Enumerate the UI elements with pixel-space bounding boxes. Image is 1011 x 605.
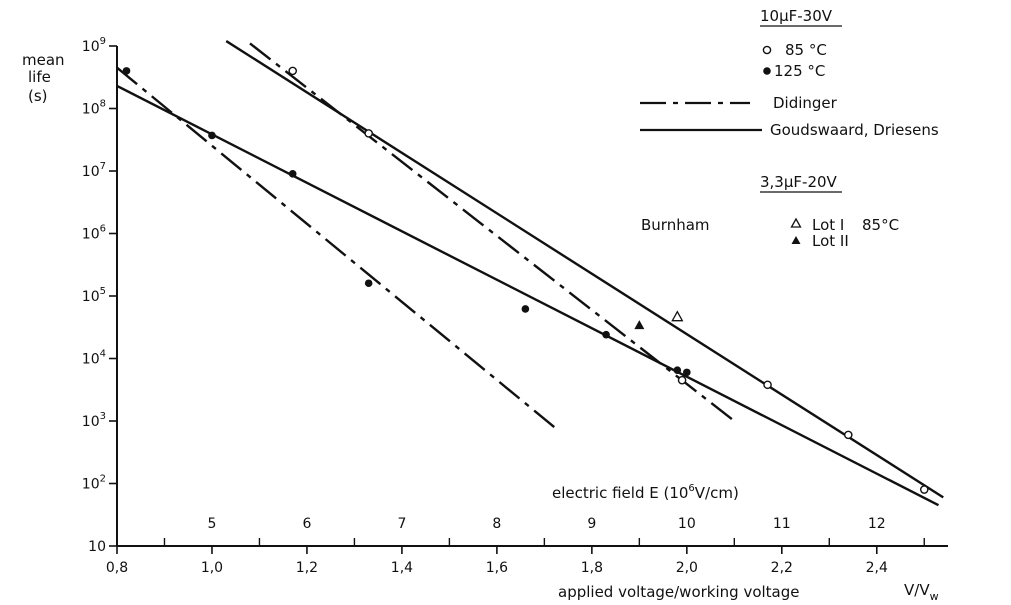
legend-lot1-label: Lot I	[812, 216, 844, 234]
legend-group1-heading: 10µF-30V	[760, 7, 833, 25]
x-tick-label: 1,2	[296, 560, 318, 576]
x2-axis-title-tail: V/cm)	[695, 484, 739, 502]
legend-burnham-label: Burnham	[641, 216, 710, 234]
x2-axis-title: electric field E (106V/cm)	[552, 483, 739, 502]
legend-filled-circle-label: 125 °C	[774, 62, 825, 80]
x-tick-label: 2,2	[771, 560, 793, 576]
point-85c	[288, 66, 297, 76]
x-axis-unit: V/Vw	[904, 581, 939, 603]
point-125c	[122, 67, 131, 75]
point-85c	[364, 129, 373, 138]
point-85c	[763, 380, 772, 390]
x-ticks: 0,8 1,0 1,2 1,4 1,6 1,8 2,0 2,2 2,4	[106, 538, 925, 576]
x2-tick-label: 5	[208, 516, 217, 532]
x-tick-label: 2,4	[866, 560, 888, 576]
goudswaard-fit-line	[225, 40, 944, 499]
x2-tick-label: 11	[773, 516, 791, 532]
y-tick-label: 10	[88, 539, 106, 555]
legend-group2-heading: 3,3µF-20V	[760, 173, 838, 191]
x-axis-unit-main: V/V	[904, 581, 930, 599]
y-axis-title-line-2: life	[28, 68, 51, 86]
y-ticks: 10 102 103 104 105 106 107 108 109	[82, 36, 117, 555]
point-85c	[677, 375, 687, 385]
x2-tick-label: 9	[587, 516, 596, 532]
legend: 10µF-30V 85 °C 125 °C Didinger Goudswaar…	[640, 7, 939, 250]
point-125c	[208, 131, 216, 140]
y-tick-label: 106	[82, 224, 106, 243]
goudswaard-fit-line	[116, 84, 940, 507]
y-tick-label: 105	[82, 286, 106, 305]
x2-tick-label: 7	[397, 516, 406, 532]
y-tick-label: 107	[82, 161, 106, 180]
y-axis-title: mean life (s)	[22, 51, 65, 105]
point-125c	[683, 368, 691, 377]
y-tick-label: 108	[82, 99, 106, 118]
legend-open-circle-marker	[762, 45, 772, 55]
point-125c	[602, 330, 610, 339]
legend-burnham-temp: 85°C	[862, 216, 899, 234]
point-125c	[288, 170, 297, 178]
x2-ticks: 5 6 7 8 9 10 11 12	[208, 516, 886, 532]
x2-axis-title-main: electric field E (10	[552, 484, 688, 502]
x2-tick-label: 10	[678, 516, 696, 532]
point-85c	[919, 485, 929, 494]
legend-didinger-label: Didinger	[773, 94, 838, 112]
x-tick-label: 1,6	[486, 560, 508, 576]
x2-tick-label: 12	[868, 516, 886, 532]
y-axis-title-line-3: (s)	[28, 87, 48, 105]
legend-lot2-label: Lot II	[812, 232, 849, 250]
y-axis-title-line-1: mean	[22, 51, 65, 69]
x-tick-label: 2,0	[676, 560, 698, 576]
x-tick-label: 1,4	[391, 560, 413, 576]
x2-tick-label: 6	[302, 516, 311, 532]
x-axis-title: applied voltage/working voltage	[558, 583, 800, 601]
y-tick-label: 103	[82, 411, 106, 430]
point-125c	[521, 305, 530, 313]
x2-axis-title-sup: 6	[688, 483, 694, 494]
legend-lot1-marker	[790, 217, 802, 228]
x-tick-label: 0,8	[106, 560, 128, 576]
fit-lines	[116, 40, 944, 507]
x-axis-unit-sub: w	[930, 590, 939, 603]
y-tick-label: 104	[82, 349, 106, 368]
point-125c	[673, 366, 682, 374]
x-tick-label: 1,0	[201, 560, 223, 576]
x2-tick-label: 8	[492, 516, 501, 532]
legend-lot2-marker	[791, 236, 801, 244]
y-tick-label: 102	[82, 474, 106, 493]
y-tick-label: 109	[82, 36, 106, 55]
legend-goudswaard-label: Goudswaard, Driesens	[770, 121, 939, 139]
data-points	[122, 66, 929, 494]
point-lot2	[634, 320, 645, 330]
legend-open-circle-label: 85 °C	[785, 41, 827, 59]
legend-filled-circle-marker	[763, 67, 771, 75]
didinger-fit-line	[116, 66, 560, 432]
point-125c	[364, 279, 373, 288]
point-lot1	[671, 310, 684, 322]
x-tick-label: 1,8	[581, 560, 603, 576]
point-85c	[843, 430, 853, 440]
